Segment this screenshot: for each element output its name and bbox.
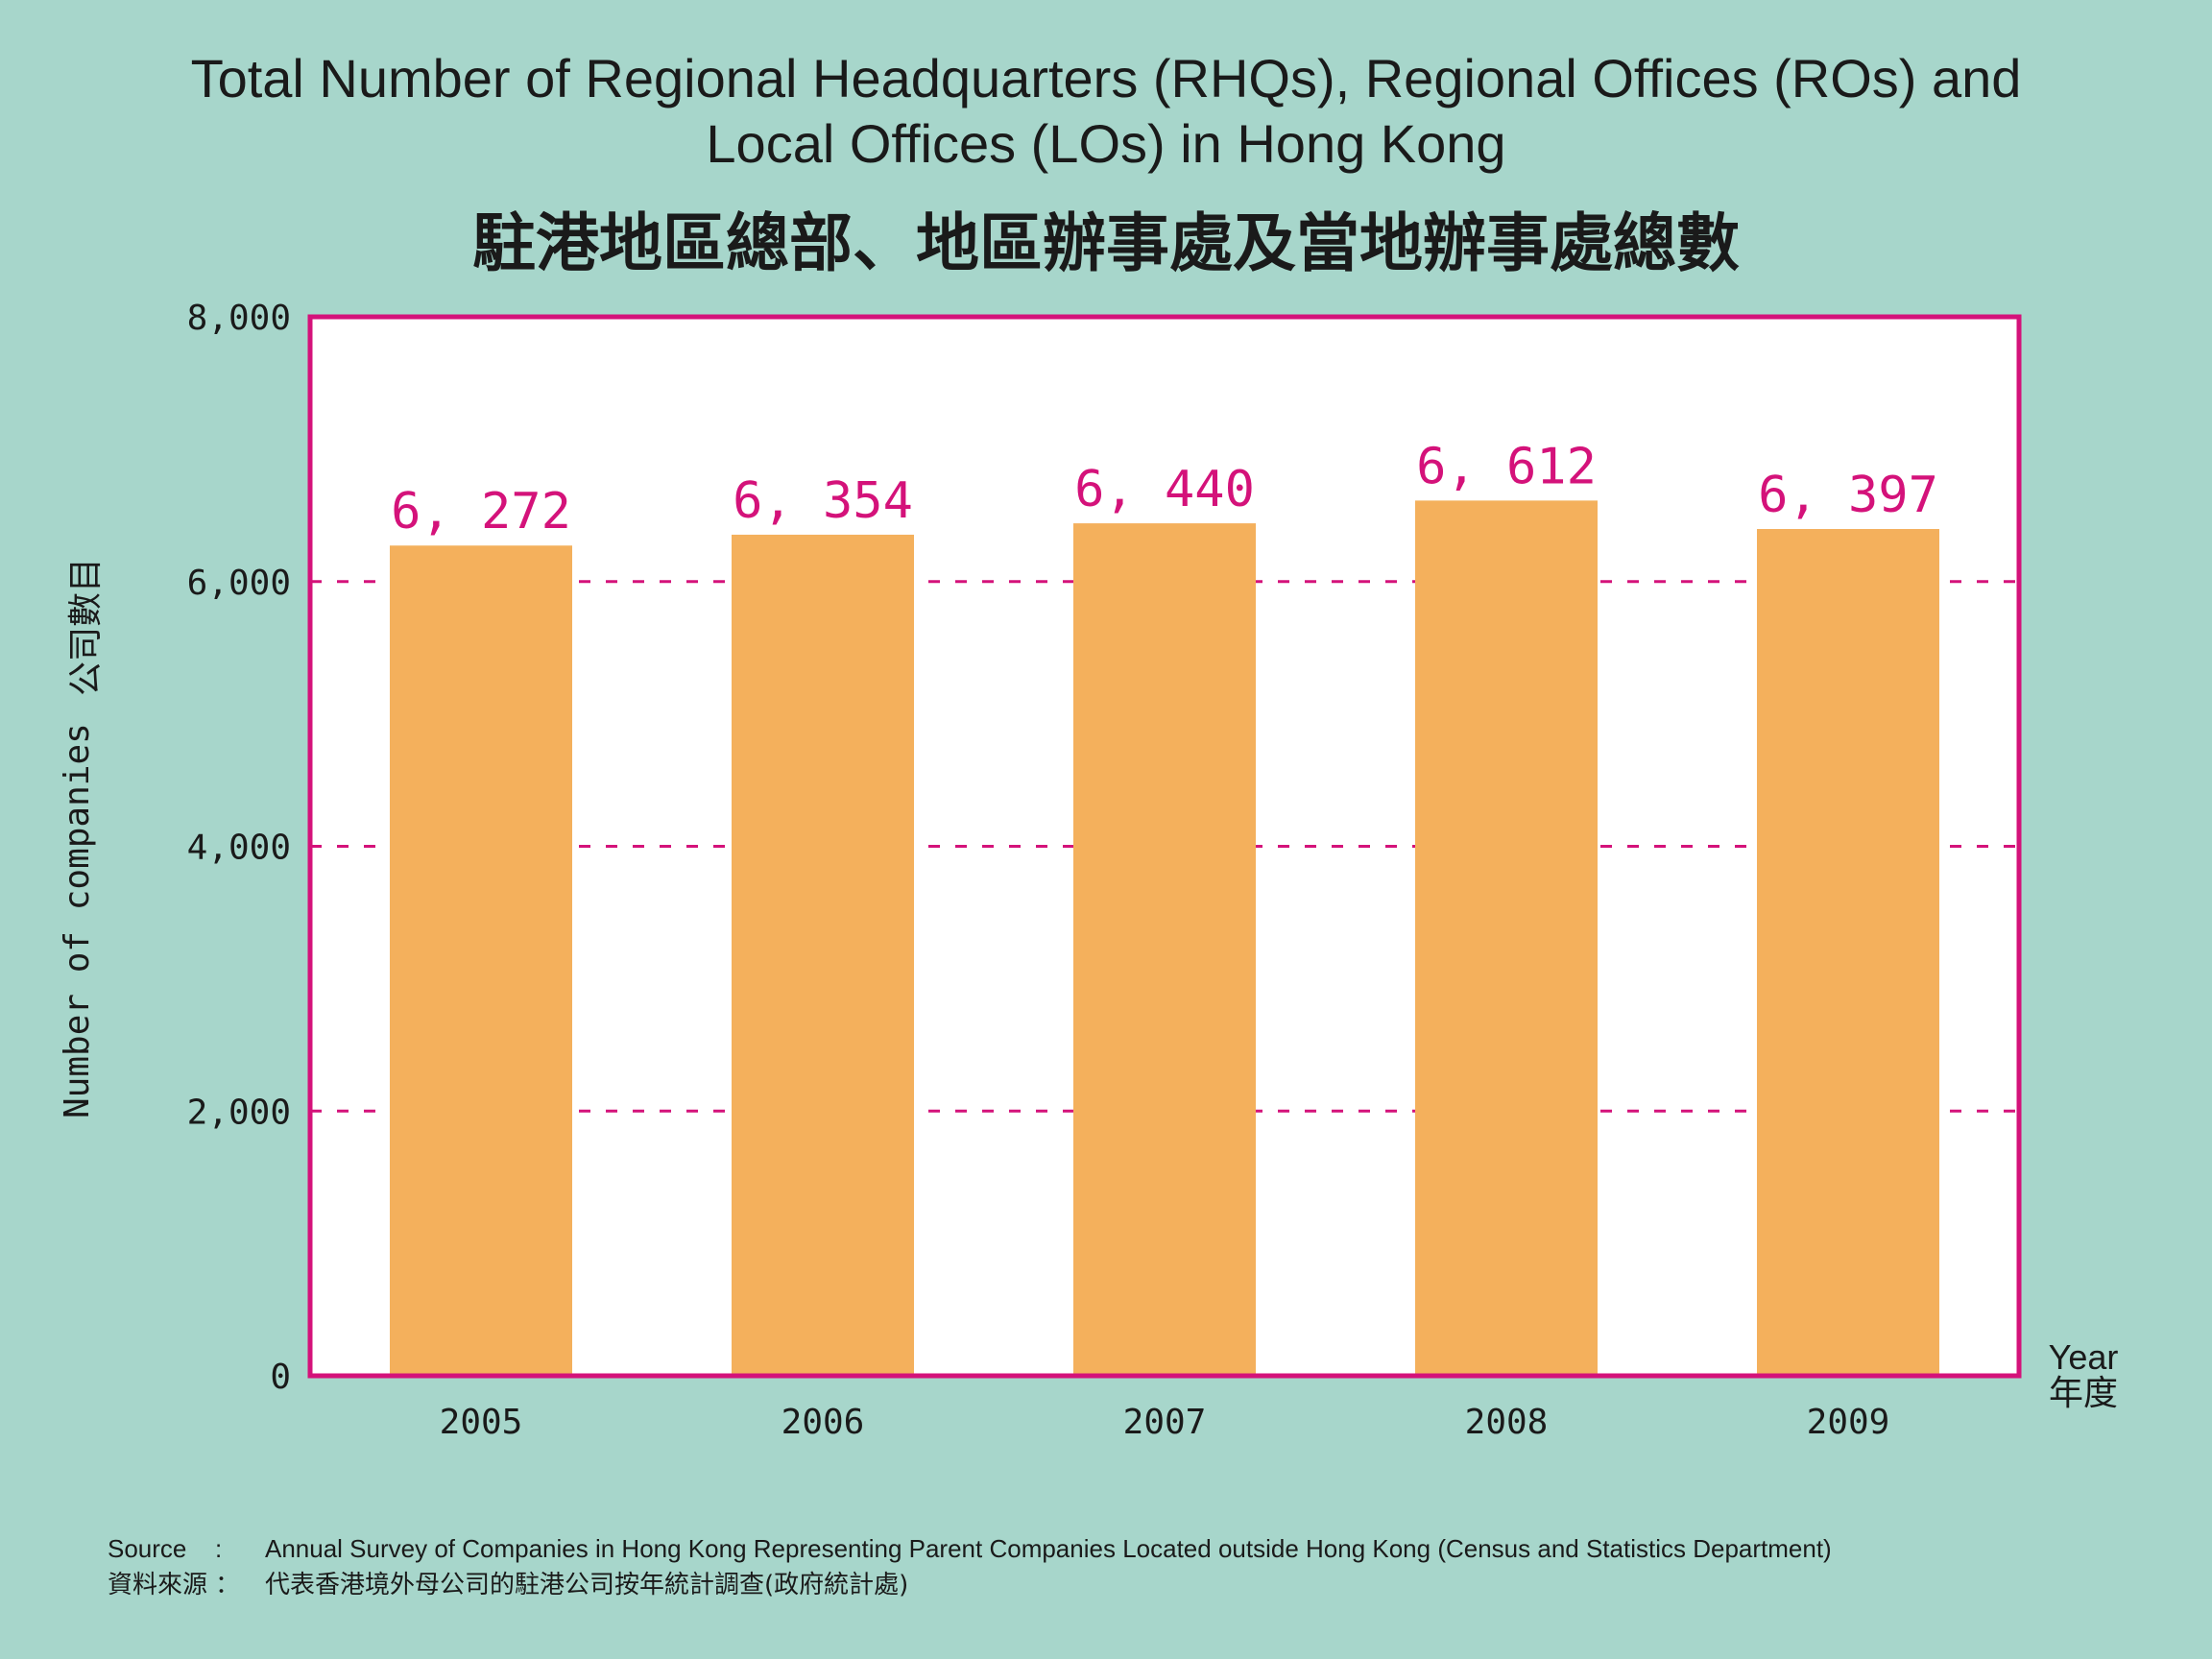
source-row-en: Source : Annual Survey of Companies in H… [108,1530,1832,1567]
bar-value-label: 6, 440 [1074,461,1255,518]
y-tick-label: 4,000 [187,829,291,868]
bar-value-label: 6, 354 [733,472,913,530]
x-tick-label: 2005 [440,1403,523,1442]
plot-frame [307,314,2022,1379]
x-axis-label: Year 年度 [2026,1339,2141,1412]
x-tick-label: 2006 [781,1403,865,1442]
y-tick-label: 2,000 [187,1093,291,1132]
bar [1073,523,1256,1376]
y-tick-label: 8,000 [187,299,291,338]
x-tick-label: 2007 [1123,1403,1207,1442]
chart-title-en-line1: Total Number of Regional Headquarters (R… [190,48,2022,108]
bar [732,534,914,1376]
source-row-zh: 資料來源 ： 代表香港境外母公司的駐港公司按年統計調查(政府統計處) [108,1567,1832,1603]
bar-value-label: 6, 272 [391,483,571,541]
bar [1415,500,1598,1376]
y-tick-label: 6,000 [187,564,291,603]
source-note: Source : Annual Survey of Companies in H… [108,1530,1832,1603]
bar-value-label: 6, 612 [1416,438,1597,495]
y-tick-label: 0 [270,1358,291,1397]
source-label-en: Source [108,1534,187,1563]
x-tick-label: 2009 [1807,1403,1890,1442]
chart-title-en: Total Number of Regional Headquarters (R… [0,46,2212,177]
bar-value-label: 6, 397 [1758,467,1938,524]
source-label-zh: 資料來源 [108,1571,208,1599]
source-colon-en: : [215,1534,223,1563]
bar [390,545,572,1376]
y-axis-label-en: Number of companies [58,723,97,1118]
x-axis-label-en: Year [2048,1337,2119,1377]
source-text-zh: 代表香港境外母公司的駐港公司按年統計調查(政府統計處) [265,1571,909,1599]
x-tick-label: 2008 [1465,1403,1549,1442]
chart-title-en-line2: Local Offices (LOs) in Hong Kong [706,113,1506,174]
x-axis-label-zh: 年度 [2048,1374,2118,1413]
source-colon-zh: ： [215,1571,241,1599]
source-text-en: Annual Survey of Companies in Hong Kong … [265,1534,1832,1563]
chart-title-zh: 駐港地區總部、地區辦事處及當地辦事處總數 [472,206,1740,280]
y-axis-label-zh: 公司數目 [66,557,106,696]
bar [1757,529,1939,1376]
